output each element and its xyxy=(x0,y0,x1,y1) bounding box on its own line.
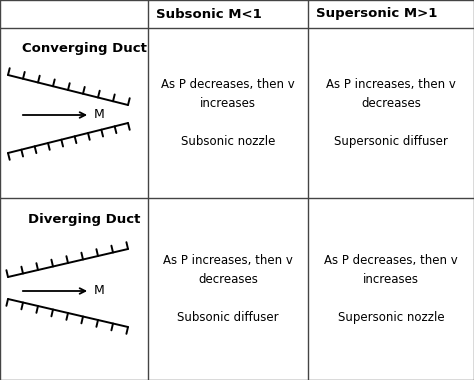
Text: As P increases, then v
decreases

Subsonic diffuser: As P increases, then v decreases Subsoni… xyxy=(163,254,293,324)
Text: Converging Duct: Converging Duct xyxy=(21,42,146,55)
Text: As P decreases, then v
increases

Subsonic nozzle: As P decreases, then v increases Subsoni… xyxy=(161,78,295,148)
Text: As P increases, then v
decreases

Supersonic diffuser: As P increases, then v decreases Superso… xyxy=(326,78,456,148)
Text: Supersonic M>1: Supersonic M>1 xyxy=(316,8,438,21)
Text: Subsonic M<1: Subsonic M<1 xyxy=(156,8,262,21)
Text: M: M xyxy=(94,109,105,122)
Text: M: M xyxy=(94,285,105,298)
Text: As P decreases, then v
increases

Supersonic nozzle: As P decreases, then v increases Superso… xyxy=(324,254,458,324)
Text: Diverging Duct: Diverging Duct xyxy=(28,213,140,226)
